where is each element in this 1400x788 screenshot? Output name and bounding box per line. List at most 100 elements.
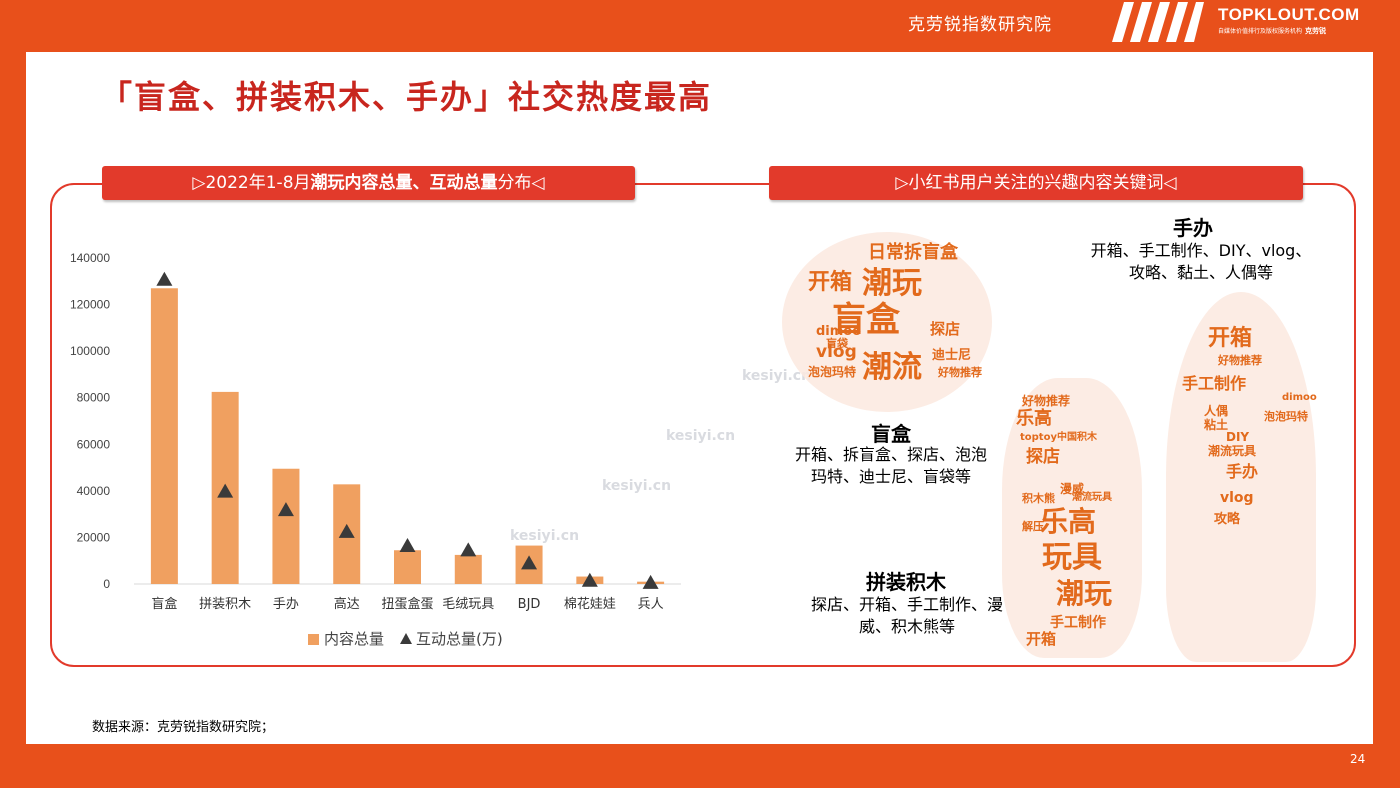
y-left-tick-label: 100000 [70, 344, 110, 358]
x-tick-label: 棉花娃娃 [564, 596, 616, 612]
watermark: kesiyi.cn [666, 428, 736, 444]
watermark: kesiyi.cn [510, 528, 580, 544]
word-cloud-word: 玩具 [1042, 540, 1102, 575]
watermark: kesiyi.cn [602, 478, 672, 494]
word-cloud-word: 解压 [1022, 520, 1044, 533]
x-tick-label: 拼装积木 [199, 597, 251, 612]
word-cloud-word: 攻略 [1214, 512, 1241, 527]
bar [272, 468, 300, 584]
word-cloud-word: DIY [1226, 430, 1250, 444]
x-tick-label: 扭蛋盒蛋 [381, 596, 433, 612]
word-cloud-word: 粘土 [1204, 418, 1229, 432]
top-bar: 克劳锐指数研究院 TOPKLOUT.COM 自媒体价值排行及版权服务机构 克劳锐 [0, 0, 1400, 50]
right-section-banner: ▷小红书用户关注的兴趣内容关键词◁ [769, 166, 1303, 200]
marker-triangle [581, 572, 598, 587]
legend-label-marker: 互动总量(万) [416, 630, 503, 648]
legend-swatch-bar [308, 634, 319, 645]
word-cloud-word: 好物推荐 [938, 366, 982, 379]
word-cloud-word: toptoy中国积木 [1020, 432, 1097, 443]
word-cloud-word: 探店 [930, 320, 961, 338]
word-cloud-word: 潮玩 [1056, 577, 1113, 610]
x-tick-label: 盲盒 [151, 596, 177, 612]
marker-triangle [156, 271, 173, 286]
word-cloud-word: 漫威 [1060, 482, 1085, 496]
word-cloud-word: 潮流玩具 [1072, 492, 1112, 503]
word-cloud-word: vlog [1220, 490, 1254, 506]
page-number: 24 [1350, 752, 1366, 766]
word-cloud-word: 日常拆盲盒 [868, 242, 958, 263]
page-title: 「盲盒、拼装积木、手办」社交热度最高 [100, 78, 713, 116]
brand-tagline-text: 自媒体价值排行及版权服务机构 [1218, 28, 1303, 35]
marker-triangle [217, 483, 234, 498]
left-banner-prefix: ▷2022年1-8月 [192, 173, 311, 193]
legend-label-bar: 内容总量 [324, 630, 384, 648]
y-left-tick-label: 80000 [77, 391, 111, 405]
word-cloud-word: vlog [816, 342, 857, 362]
left-section-banner: ▷2022年1-8月潮玩内容总量、互动总量分布◁ [102, 166, 635, 200]
word-cloud-word: 盲盒 [832, 300, 900, 340]
word-cloud-word: 潮流玩具 [1208, 444, 1257, 458]
keyword-title-lego: 拼装积木 [866, 570, 946, 594]
word-cloud-word: 泡泡玛特 [808, 365, 857, 379]
keyword-title-blindbox: 盲盒 [871, 422, 911, 446]
left-banner-suffix: 分布◁ [497, 173, 545, 193]
word-cloud-lego [1002, 378, 1142, 658]
y-left-tick-label: 40000 [77, 484, 111, 498]
legend-swatch-marker [400, 633, 412, 644]
x-tick-label: 毛绒玩具 [442, 597, 494, 612]
word-cloud-word: 开箱 [1026, 630, 1057, 648]
data-source: 数据来源：克劳锐指数研究院； [92, 720, 275, 735]
word-cloud-word: 开箱 [1208, 326, 1253, 351]
x-tick-label: 兵人 [638, 597, 664, 612]
slide-card: 「盲盒、拼装积木、手办」社交热度最高 ▷2022年1-8月潮玩内容总量、互动总量… [26, 52, 1373, 744]
word-cloud-figure [1166, 292, 1316, 662]
brand-stripes-icon [1112, 2, 1204, 42]
word-cloud-word: dimoo [816, 324, 862, 339]
word-cloud-word: 好物推荐 [1218, 354, 1262, 367]
word-cloud-word: 盲袋 [826, 337, 848, 350]
word-cloud-word: dimoo [1282, 392, 1317, 403]
brand-logo: TOPKLOUT.COM [1218, 5, 1360, 24]
keyword-title-figure: 手办 [1173, 216, 1213, 240]
marker-triangle [460, 542, 477, 557]
marker-triangle [399, 537, 416, 552]
word-cloud-word: 乐高 [1016, 408, 1052, 429]
x-tick-label: 高达 [334, 596, 360, 612]
word-cloud-word: 手工制作 [1182, 374, 1247, 393]
marker-triangle [277, 502, 294, 517]
watermark: kesiyi.cn [742, 368, 812, 384]
brand-tagline-cn: 克劳锐 [1305, 27, 1327, 35]
left-banner-bold: 潮玩内容总量、互动总量 [310, 173, 498, 193]
y-left-tick-label: 140000 [70, 251, 110, 265]
word-cloud-word: 人偶 [1204, 404, 1229, 418]
content-frame [50, 183, 1356, 667]
word-cloud-word: 探店 [1026, 447, 1060, 467]
word-cloud-word: 迪士尼 [932, 348, 972, 363]
bar [394, 550, 421, 584]
brand-tagline: 自媒体价值排行及版权服务机构 克劳锐 [1218, 26, 1326, 36]
org-name: 克劳锐指数研究院 [908, 15, 1052, 35]
y-left-tick-label: 0 [103, 577, 110, 591]
y-left-tick-label: 60000 [77, 437, 111, 451]
y-left-tick-label: 120000 [70, 298, 110, 312]
word-cloud-word: 积木熊 [1022, 492, 1055, 505]
marker-triangle [521, 555, 538, 570]
keyword-line: 开箱、手工制作、DIY、vlog、 [1090, 241, 1312, 260]
word-cloud-word: 开箱 [808, 270, 853, 295]
word-cloud-word: 泡泡玛特 [1264, 410, 1308, 423]
marker-triangle [642, 574, 659, 589]
keyword-text-blindbox: 开箱、拆盲盒、探店、泡泡 玛特、迪士尼、盲袋等 [776, 444, 1006, 488]
word-cloud-word: 好物推荐 [1022, 394, 1071, 408]
word-cloud-blindbox [782, 232, 992, 412]
keyword-line: 玛特、迪士尼、盲袋等 [810, 467, 971, 486]
word-cloud-word: 乐高 [1040, 505, 1097, 538]
x-tick-label: 手办 [273, 597, 299, 612]
x-tick-label: BJD [518, 597, 541, 612]
word-cloud-word: 潮流 [862, 350, 922, 385]
keyword-line: 探店、开箱、手工制作、漫 [810, 595, 1003, 614]
keyword-line: 开箱、拆盲盒、探店、泡泡 [794, 445, 987, 464]
keyword-text-lego: 探店、开箱、手工制作、漫 威、积木熊等 [792, 594, 1022, 638]
bar [150, 288, 178, 584]
bar [454, 554, 482, 584]
word-cloud-word: 手办 [1226, 462, 1259, 481]
